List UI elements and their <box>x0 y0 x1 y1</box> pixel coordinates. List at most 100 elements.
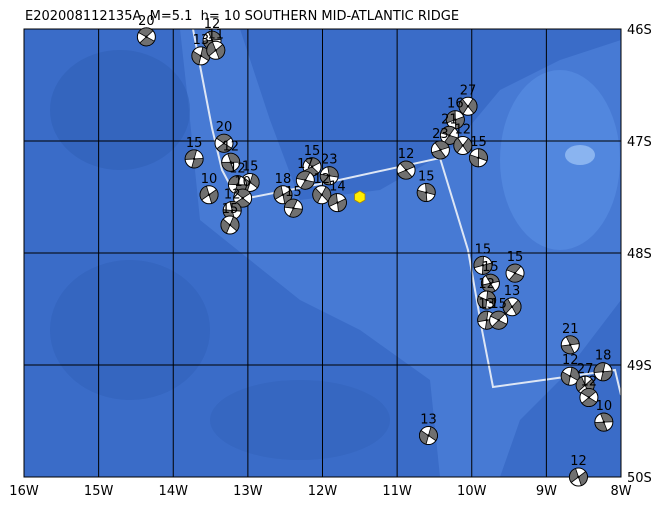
beachball-center <box>210 39 214 42</box>
depth-label: 15 <box>482 260 499 275</box>
x-tick-label: 16W <box>9 484 39 499</box>
focal-mechanism <box>184 149 204 169</box>
focal-mechanism <box>560 366 580 386</box>
beachball-quadrant <box>207 30 222 41</box>
beachball-center <box>241 196 244 200</box>
beachball-center <box>481 264 485 267</box>
beachball-center <box>236 183 239 186</box>
beachball-quadrant <box>137 27 154 38</box>
focal-mechanism <box>273 185 293 205</box>
depth-label: 13 <box>420 413 437 428</box>
beachball-center <box>310 165 314 168</box>
beachball-quadrant <box>478 148 488 162</box>
focal-mechanism <box>502 297 522 317</box>
beachball-quadrant <box>462 137 473 154</box>
beachball-quadrant <box>139 36 155 47</box>
focal-mechanism <box>560 335 580 355</box>
beachball-quadrant <box>565 335 580 346</box>
focal-mechanism <box>489 310 509 330</box>
beachball-quadrant <box>600 370 613 382</box>
focal-mechanism <box>593 362 613 382</box>
beachball-quadrant <box>581 396 598 407</box>
x-tick-label: 12W <box>308 484 338 499</box>
beachball-quadrant <box>284 198 298 209</box>
depth-label: 15 <box>475 242 492 257</box>
depth-label: 10 <box>234 175 251 190</box>
beachball-center <box>602 420 606 424</box>
focal-mechanism <box>202 30 222 50</box>
beachball-center <box>477 156 480 159</box>
depth-label: 15 <box>470 135 487 150</box>
beachball-quadrant <box>467 98 478 114</box>
beachball-quadrant <box>481 262 493 275</box>
focal-mechanism <box>233 188 253 208</box>
beachball-quadrant <box>296 170 311 181</box>
beachball-quadrant <box>569 467 579 484</box>
depth-label: 12 <box>398 147 415 162</box>
beachball-quadrant <box>229 216 240 232</box>
depth-label: 15 <box>186 136 203 151</box>
depth-label: 12 <box>224 187 241 202</box>
depth-label: 15 <box>285 185 302 200</box>
beachball-quadrant <box>580 388 597 398</box>
beachball-quadrant <box>304 157 321 168</box>
beachball-center <box>336 201 339 204</box>
focal-mechanism <box>505 263 525 283</box>
beachball-quadrant <box>215 133 232 144</box>
focal-mechanism <box>295 170 315 190</box>
y-tick-label: 46S <box>627 23 652 38</box>
beachball-center <box>281 193 285 196</box>
beachball-quadrant <box>600 412 614 423</box>
focal-mechanism <box>418 426 438 446</box>
beachball-quadrant <box>508 272 524 283</box>
x-tick-label: 9W <box>536 484 557 499</box>
beachball-quadrant <box>321 186 332 202</box>
depth-label: 12 <box>478 277 495 292</box>
depth-label: 11 <box>208 27 225 42</box>
depth-label: 15 <box>242 159 259 174</box>
focal-mechanism <box>480 273 500 293</box>
focal-mechanism <box>579 387 599 407</box>
y-tick-label: 50S <box>627 471 652 486</box>
beachball-center <box>461 144 464 147</box>
beachball-quadrant <box>491 319 508 330</box>
beachball-quadrant <box>593 362 606 373</box>
beachball-center <box>577 475 580 479</box>
beachball-center <box>601 370 605 373</box>
beachball-center <box>207 193 211 196</box>
beachball-quadrant <box>249 173 260 189</box>
beachball-quadrant <box>191 50 202 66</box>
x-tick-label: 11W <box>382 484 412 499</box>
y-tick-label: 47S <box>627 135 652 150</box>
beachball-center <box>454 118 457 121</box>
beachball-quadrant <box>469 154 479 168</box>
beachball-quadrant <box>485 273 500 284</box>
focal-mechanism <box>416 183 436 203</box>
depth-label: 20 <box>216 120 233 135</box>
beachball-center <box>229 161 232 164</box>
beachball-center <box>569 375 572 378</box>
beachball-quadrant <box>273 185 284 200</box>
depth-label: 12 <box>455 122 472 137</box>
focal-mechanism <box>136 27 156 47</box>
beachball-quadrant <box>191 157 204 169</box>
focal-mechanism <box>221 152 241 172</box>
beachball-quadrant <box>327 166 339 178</box>
depth-label: 12 <box>581 374 598 389</box>
focal-mechanism <box>430 140 450 160</box>
beachball-quadrant <box>511 299 522 316</box>
beachball-center <box>427 434 430 437</box>
beachball-center <box>569 343 572 347</box>
focal-mechanism <box>319 166 339 186</box>
beachball-quadrant <box>220 218 231 234</box>
beachball-quadrant <box>336 198 347 212</box>
beachball-center <box>228 223 232 227</box>
beachball-center <box>485 319 488 322</box>
beachball-center <box>587 396 591 399</box>
beachball-center <box>583 383 587 387</box>
beachball-center <box>222 142 226 145</box>
focal-mechanism <box>199 185 219 205</box>
beachball-center <box>425 191 428 194</box>
beachball-quadrant <box>594 421 608 432</box>
